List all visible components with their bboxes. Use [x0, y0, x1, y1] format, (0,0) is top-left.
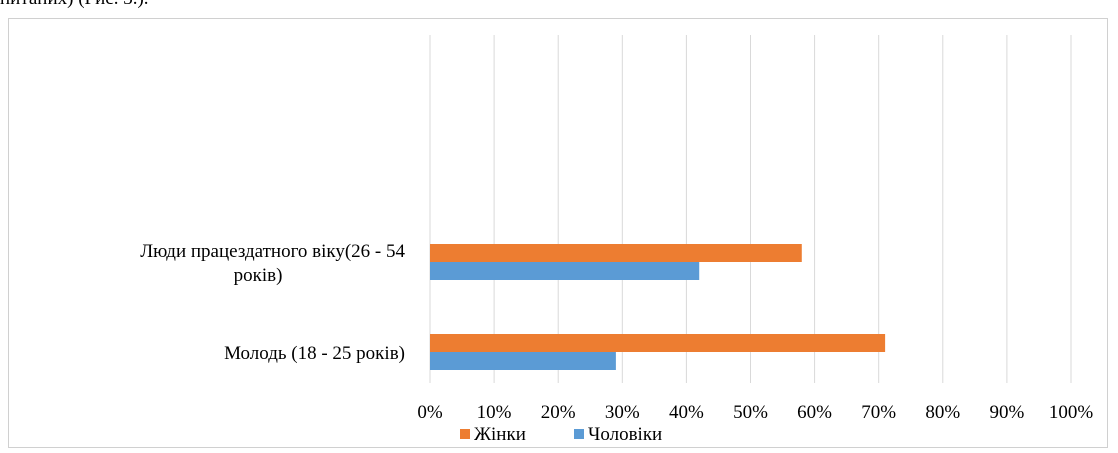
legend-swatch: [460, 429, 470, 439]
tick-label: 90%: [989, 402, 1024, 423]
legend-label: Жінки: [474, 424, 526, 445]
bar-women: [430, 334, 886, 352]
tick-label: 60%: [797, 402, 832, 423]
bar-men: [430, 352, 616, 370]
tick-label: 80%: [925, 402, 960, 423]
tick-label: 10%: [477, 402, 512, 423]
category-label: Молодь (18 - 25 років): [224, 343, 405, 364]
category-labels: Люди працездатного віку(26 - 54 років) Мол…: [140, 241, 405, 364]
tick-label: 50%: [733, 402, 768, 423]
chart-frame: [8, 18, 1108, 448]
legend-label: Чоловіки: [588, 424, 662, 445]
tick-label: 70%: [861, 402, 896, 423]
tick-label: 20%: [541, 402, 576, 423]
legend-swatch: [574, 429, 584, 439]
tick-label: 30%: [605, 402, 640, 423]
bar-women: [430, 244, 802, 262]
bars: [430, 244, 886, 370]
tick-label: 0%: [417, 402, 443, 423]
gridlines: [429, 35, 1072, 383]
tick-label: 40%: [669, 402, 704, 423]
bar-men: [430, 262, 700, 280]
category-label: Люди працездатного віку(26 - 54: [140, 241, 405, 262]
tick-labels: 0% 10% 20% 30% 40% 50% 60% 70% 80% 90% 100%: [417, 402, 1093, 423]
legend: Жінки Чоловіки: [460, 424, 662, 445]
tick-label: 100%: [1049, 402, 1094, 423]
caption-fragment: питаних) (Рис. 3.).: [0, 0, 149, 10]
category-label: років): [234, 265, 283, 286]
